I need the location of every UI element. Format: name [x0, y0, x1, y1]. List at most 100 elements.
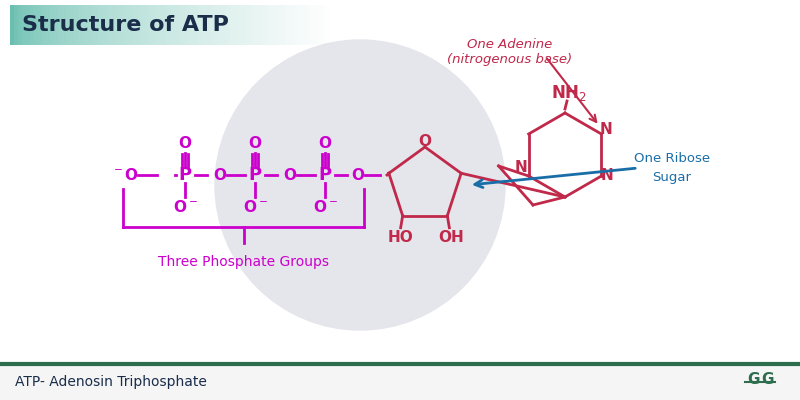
Bar: [270, 5, 274, 45]
Text: HO: HO: [388, 230, 414, 245]
Text: One Adenine: One Adenine: [467, 38, 553, 52]
Bar: [158, 5, 162, 45]
Text: O: O: [214, 168, 226, 182]
Bar: [282, 5, 286, 45]
Bar: [142, 5, 146, 45]
Bar: [10, 5, 14, 45]
Bar: [226, 5, 230, 45]
Bar: [322, 5, 326, 45]
Bar: [174, 5, 178, 45]
Bar: [98, 5, 102, 45]
Text: N: N: [514, 160, 527, 176]
Bar: [182, 5, 186, 45]
Bar: [106, 5, 110, 45]
Bar: [198, 5, 202, 45]
Bar: [262, 5, 266, 45]
Text: N: N: [600, 122, 613, 138]
Bar: [230, 5, 234, 45]
Bar: [266, 5, 270, 45]
Bar: [42, 5, 46, 45]
Text: O: O: [351, 168, 365, 182]
Bar: [130, 5, 134, 45]
Text: O: O: [318, 136, 331, 150]
Bar: [38, 5, 42, 45]
Bar: [70, 5, 74, 45]
Text: O$^-$: O$^-$: [313, 199, 338, 215]
Bar: [238, 5, 242, 45]
Bar: [50, 5, 54, 45]
Bar: [110, 5, 114, 45]
Bar: [94, 5, 98, 45]
Bar: [0, 364, 800, 400]
Text: OH: OH: [438, 230, 464, 245]
Text: $^-$O: $^-$O: [111, 167, 139, 183]
Bar: [274, 5, 278, 45]
Bar: [306, 5, 310, 45]
Bar: [314, 5, 318, 45]
Text: Three Phosphate Groups: Three Phosphate Groups: [158, 255, 329, 269]
Text: O: O: [249, 136, 262, 150]
Bar: [90, 5, 94, 45]
Bar: [194, 5, 198, 45]
Bar: [186, 5, 190, 45]
Bar: [26, 5, 30, 45]
Bar: [298, 5, 302, 45]
Bar: [154, 5, 158, 45]
Bar: [166, 5, 170, 45]
Bar: [214, 5, 218, 45]
Bar: [138, 5, 142, 45]
Bar: [190, 5, 194, 45]
Bar: [74, 5, 78, 45]
Bar: [14, 5, 18, 45]
Circle shape: [215, 40, 505, 330]
Bar: [46, 5, 50, 45]
Bar: [146, 5, 150, 45]
Bar: [318, 5, 322, 45]
Bar: [58, 5, 62, 45]
Text: O: O: [178, 136, 191, 150]
Text: O$^-$: O$^-$: [173, 199, 198, 215]
Bar: [78, 5, 82, 45]
Bar: [290, 5, 294, 45]
Bar: [178, 5, 182, 45]
Bar: [126, 5, 130, 45]
Bar: [86, 5, 90, 45]
Bar: [246, 5, 250, 45]
Text: ATP- Adenosin Triphosphate: ATP- Adenosin Triphosphate: [15, 375, 207, 389]
Text: P: P: [249, 166, 262, 184]
Bar: [218, 5, 222, 45]
Bar: [250, 5, 254, 45]
Text: P: P: [178, 166, 191, 184]
Text: O: O: [418, 134, 431, 148]
Bar: [286, 5, 290, 45]
Bar: [62, 5, 66, 45]
Bar: [114, 5, 118, 45]
Bar: [242, 5, 246, 45]
Bar: [66, 5, 70, 45]
Text: One Ribose
Sugar: One Ribose Sugar: [634, 152, 710, 184]
Text: Structure of ATP: Structure of ATP: [22, 15, 229, 35]
Bar: [82, 5, 86, 45]
Bar: [30, 5, 34, 45]
Bar: [122, 5, 126, 45]
Bar: [278, 5, 282, 45]
Bar: [102, 5, 106, 45]
Bar: [134, 5, 138, 45]
Bar: [22, 5, 26, 45]
Text: (nitrogenous base): (nitrogenous base): [447, 52, 573, 66]
Text: G: G: [761, 372, 774, 386]
Bar: [162, 5, 166, 45]
Bar: [150, 5, 154, 45]
Bar: [34, 5, 38, 45]
Text: P: P: [318, 166, 331, 184]
Bar: [222, 5, 226, 45]
Bar: [302, 5, 306, 45]
Bar: [170, 5, 174, 45]
Text: NH$_2$: NH$_2$: [551, 83, 587, 103]
Text: O$^-$: O$^-$: [242, 199, 267, 215]
Text: G: G: [746, 372, 759, 386]
Bar: [206, 5, 210, 45]
Bar: [294, 5, 298, 45]
Bar: [254, 5, 258, 45]
Bar: [18, 5, 22, 45]
